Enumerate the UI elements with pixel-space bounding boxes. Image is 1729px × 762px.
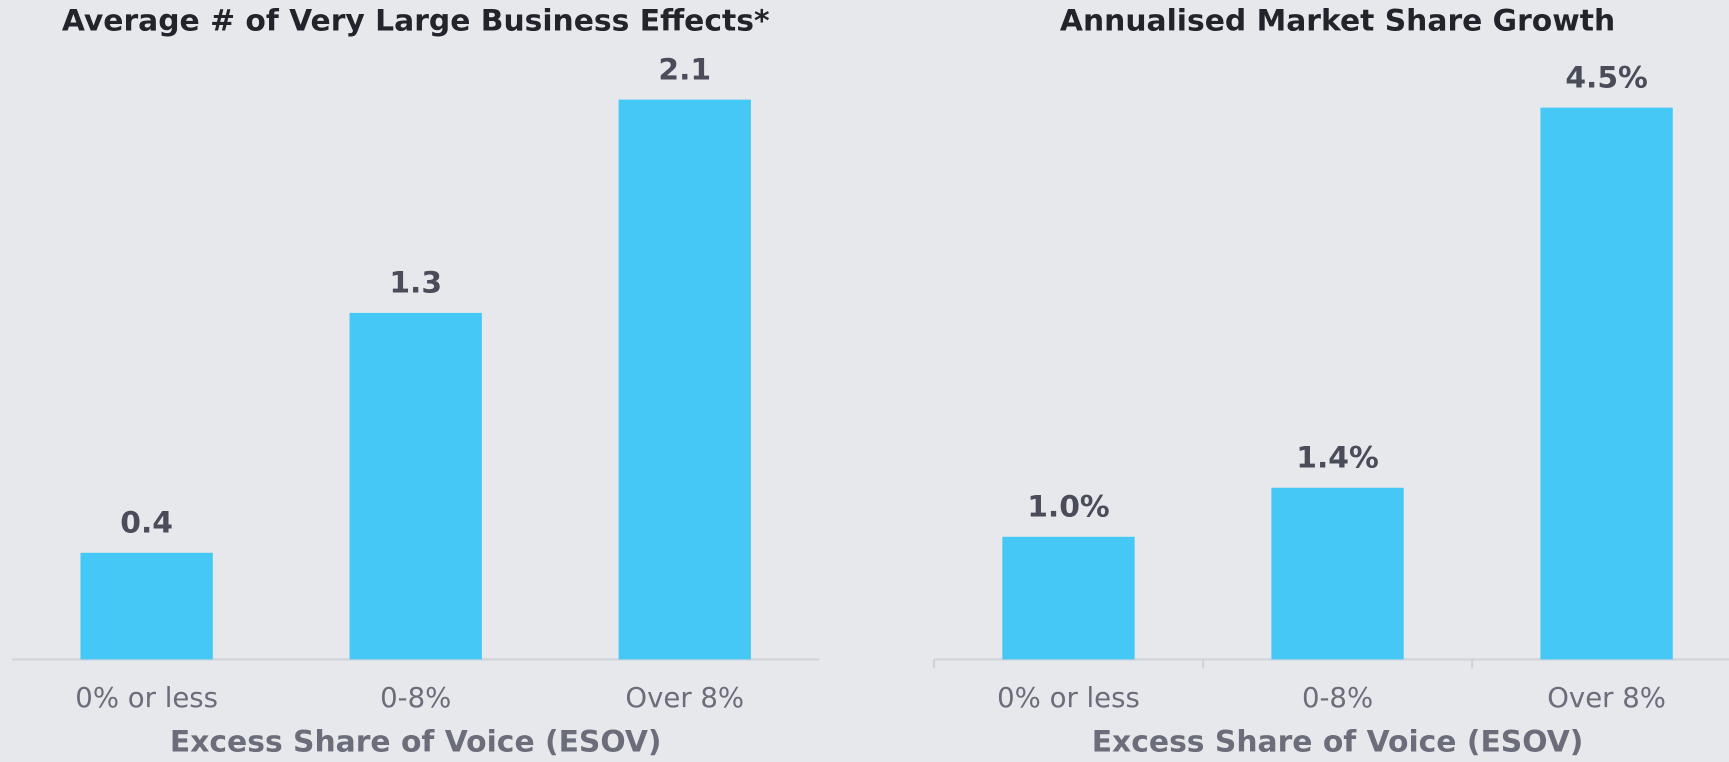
x-axis-title: Excess Share of Voice (ESOV) [1092, 725, 1584, 760]
bar [618, 99, 751, 660]
bar [1002, 536, 1135, 660]
value-label: 2.1 [658, 52, 711, 87]
value-label: 0.4 [120, 506, 173, 541]
bar [80, 552, 213, 660]
x-tick-label: 0% or less [75, 682, 218, 714]
x-tick-label: 0-8% [380, 682, 451, 714]
bar [1271, 487, 1404, 660]
value-label: 1.4% [1296, 441, 1379, 476]
value-label: 1.3 [389, 266, 442, 301]
value-label: 1.0% [1027, 490, 1110, 525]
chart-title: Annualised Market Share Growth [1060, 4, 1615, 39]
bar [349, 312, 482, 660]
value-label: 4.5% [1565, 60, 1648, 95]
x-axis-title: Excess Share of Voice (ESOV) [170, 725, 662, 760]
chart-title: Average # of Very Large Business Effects… [62, 4, 770, 39]
x-tick-label: Over 8% [625, 682, 744, 714]
x-tick-label: Over 8% [1547, 682, 1666, 714]
bar [1540, 107, 1673, 660]
x-tick-label: 0-8% [1302, 682, 1373, 714]
x-tick-label: 0% or less [997, 682, 1140, 714]
